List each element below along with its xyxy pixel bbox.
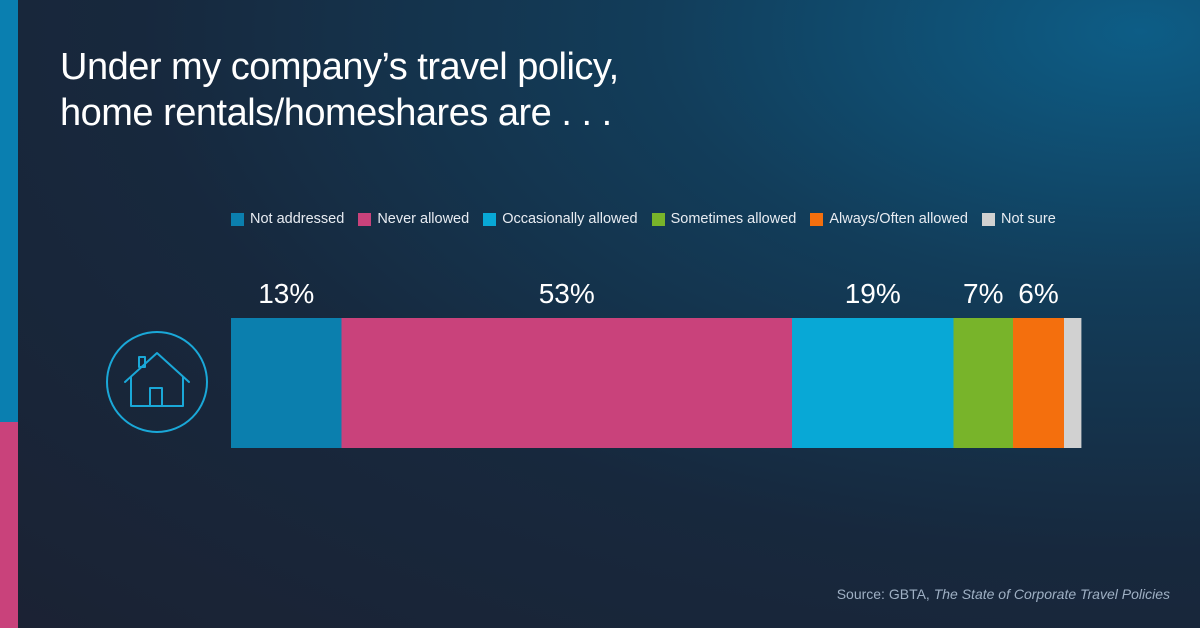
legend-item: Sometimes allowed bbox=[651, 211, 797, 227]
accent-bar-bottom bbox=[0, 422, 18, 628]
legend-label: Occasionally allowed bbox=[502, 211, 638, 227]
legend-swatch bbox=[231, 212, 244, 226]
legend-label: Never allowed bbox=[377, 211, 470, 227]
legend-item: Occasionally allowed bbox=[483, 211, 638, 227]
legend-item: Never allowed bbox=[358, 211, 469, 227]
legend-label: Sometimes allowed bbox=[670, 211, 797, 227]
chart-title: Under my company’s travel policy, home r… bbox=[60, 44, 619, 136]
legend-label: Not sure bbox=[1000, 211, 1056, 227]
chart-title-line-2: home rentals/homeshares are . . . bbox=[60, 92, 612, 134]
legend-item: Not sure bbox=[981, 211, 1056, 227]
data-label: 13% bbox=[258, 278, 314, 309]
data-label: 7% bbox=[963, 278, 1003, 309]
legend-swatch bbox=[358, 212, 372, 226]
legend-item: Not addressed bbox=[231, 211, 344, 227]
data-label: 6% bbox=[1018, 278, 1058, 309]
bar-segment bbox=[231, 318, 342, 448]
data-label: 19% bbox=[845, 278, 901, 309]
bar-segment bbox=[341, 318, 793, 448]
legend-swatch bbox=[981, 212, 995, 226]
source-publication: The State of Corporate Travel Policies bbox=[933, 586, 1170, 602]
legend-swatch bbox=[810, 212, 824, 226]
bar-segment bbox=[953, 318, 1014, 448]
legend-swatch bbox=[651, 212, 665, 226]
bar-segment bbox=[792, 318, 954, 448]
house-icon bbox=[106, 331, 208, 433]
chart-title-line-1: Under my company’s travel policy, bbox=[60, 46, 619, 88]
legend-item: Always/Often allowed bbox=[810, 211, 968, 227]
bar-segment bbox=[1064, 318, 1082, 448]
bar-segment bbox=[1013, 318, 1065, 448]
source-prefix: Source: GBTA, bbox=[836, 586, 934, 602]
legend-swatch bbox=[483, 212, 497, 226]
data-label: 53% bbox=[539, 278, 595, 309]
source-note: Source: GBTA, The State of Corporate Tra… bbox=[837, 586, 1170, 602]
legend-label: Always/Often allowed bbox=[829, 211, 968, 227]
legend-label: Not addressed bbox=[250, 211, 345, 227]
chart-legend: Not addressed Never allowed Occasionally a… bbox=[231, 211, 1056, 227]
accent-bar-top bbox=[0, 0, 18, 422]
